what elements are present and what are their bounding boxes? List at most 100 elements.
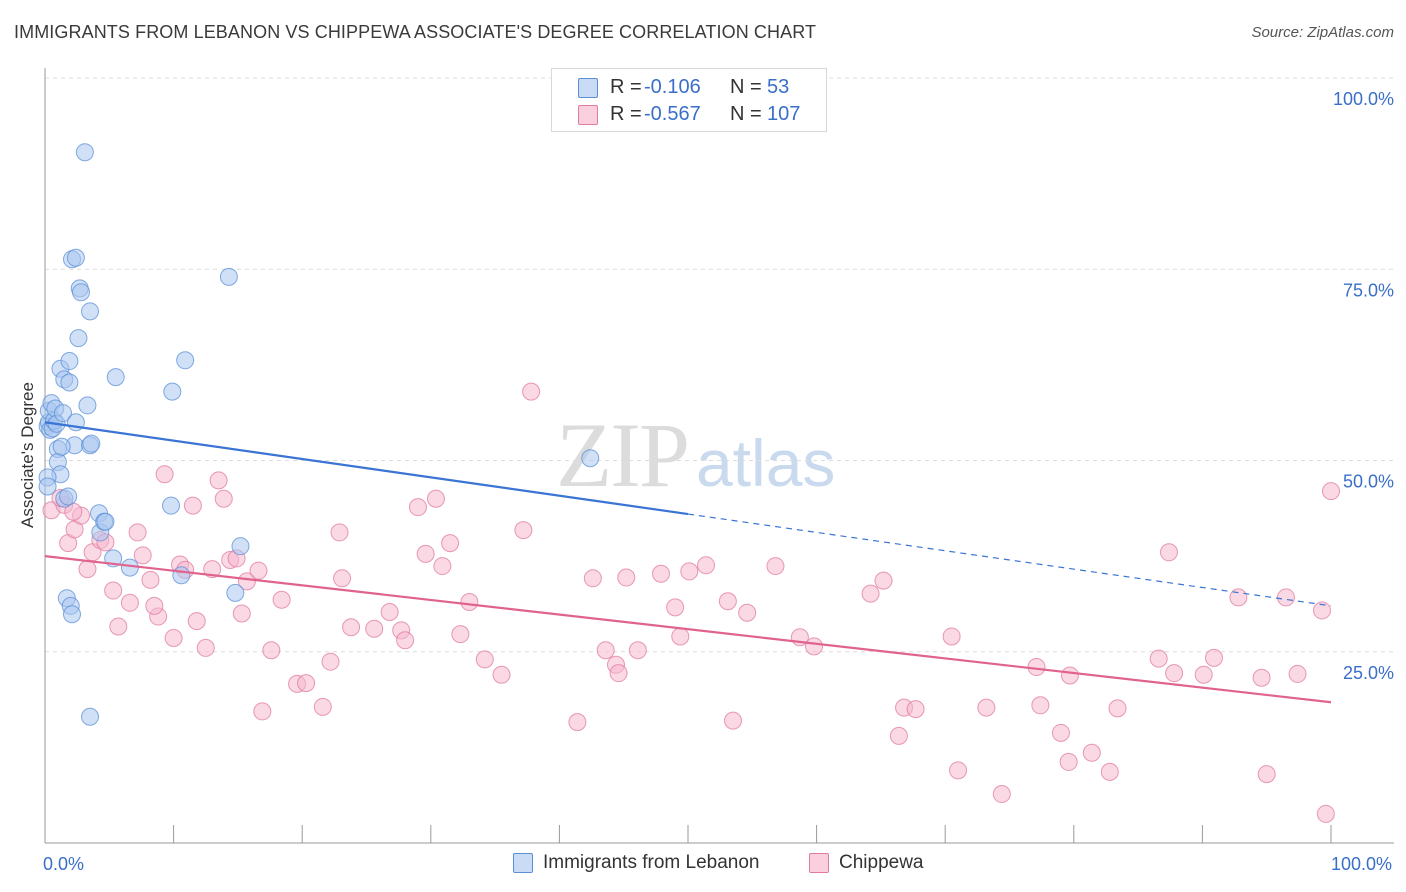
data-point [680, 562, 699, 581]
legend-row-lebanon: R = -0.106 N = 53 [552, 73, 826, 101]
data-point [433, 557, 452, 576]
data-point [133, 546, 152, 565]
watermark-zip: ZIP [556, 404, 690, 506]
data-point [81, 302, 100, 321]
data-point [441, 534, 460, 553]
data-point [992, 785, 1011, 804]
data-point [253, 702, 272, 721]
data-point [313, 697, 332, 716]
watermark: ZIP atlas [556, 402, 835, 508]
data-point [492, 665, 511, 684]
data-point [1082, 743, 1101, 762]
data-point [942, 627, 961, 646]
data-point [38, 477, 57, 496]
legend-r-value: -0.567 [644, 102, 701, 125]
legend-n-value: 53 [767, 75, 790, 98]
data-point [1194, 665, 1213, 684]
data-point [106, 368, 125, 387]
data-point [1288, 664, 1307, 683]
y-tick-label: 100.0% [1333, 89, 1394, 109]
data-point [226, 583, 245, 602]
data-point [203, 560, 222, 579]
data-point [214, 489, 233, 508]
data-point [380, 602, 399, 621]
data-point [1051, 723, 1070, 742]
data-point [1031, 696, 1050, 715]
legend-r-value: -0.106 [644, 75, 701, 98]
data-point [1322, 482, 1340, 501]
data-point [1059, 752, 1078, 771]
data-point [164, 628, 183, 647]
data-point [596, 641, 615, 660]
data-point [162, 496, 181, 515]
legend-n-label: N = [730, 102, 762, 125]
data-point [609, 664, 628, 683]
data-point [977, 698, 996, 717]
data-point [416, 544, 435, 563]
data-point [63, 605, 82, 624]
data-point [330, 523, 349, 542]
data-point [237, 572, 256, 591]
data-point [81, 707, 100, 726]
data-point [396, 631, 415, 650]
data-point [128, 523, 147, 542]
data-point [651, 564, 670, 583]
series-legend: Immigrants from Lebanon Chippewa [0, 852, 1406, 878]
data-point [96, 512, 115, 531]
data-point [155, 465, 174, 484]
data-point [333, 569, 352, 588]
data-point [60, 352, 79, 371]
data-point [163, 382, 182, 401]
y-tick-label: 25.0% [1343, 663, 1394, 683]
data-point [1165, 664, 1184, 683]
data-point [176, 351, 195, 370]
data-point [231, 537, 250, 556]
data-point [1100, 762, 1119, 781]
data-point [78, 396, 97, 415]
data-point [1060, 666, 1079, 685]
legend-swatch-chippewa [578, 105, 598, 125]
data-point [120, 593, 139, 612]
data-point [666, 598, 685, 617]
legend-swatch-lebanon [513, 853, 533, 873]
data-point [82, 434, 101, 453]
data-point [141, 570, 160, 589]
data-point [1316, 804, 1335, 823]
legend-item-chippewa[interactable]: Chippewa [809, 852, 924, 874]
data-point [1229, 588, 1248, 607]
data-point [66, 248, 85, 267]
legend-swatch-lebanon [578, 78, 598, 98]
legend-r-label: R = [610, 75, 642, 98]
legend-swatch-chippewa [809, 853, 829, 873]
legend-item-lebanon[interactable]: Immigrants from Lebanon [513, 852, 760, 874]
data-point [196, 638, 215, 657]
data-point [1257, 765, 1276, 784]
data-point [1204, 648, 1223, 667]
data-point [1149, 649, 1168, 668]
data-point [321, 652, 340, 671]
data-point [219, 267, 238, 286]
data-point [145, 596, 164, 615]
data-point [874, 571, 893, 590]
data-point [120, 558, 139, 577]
data-point [183, 496, 202, 515]
data-point [671, 627, 690, 646]
trend-line-extension [687, 513, 1332, 607]
data-point [628, 641, 647, 660]
data-point [581, 449, 600, 468]
trend-line [44, 421, 689, 516]
data-point [365, 619, 384, 638]
data-point [109, 617, 128, 636]
data-point [272, 590, 291, 609]
data-point [617, 568, 636, 587]
data-point [906, 700, 925, 719]
data-point [249, 561, 268, 580]
data-point [104, 581, 123, 600]
y-tick-label: 75.0% [1343, 280, 1394, 300]
data-point [342, 618, 361, 637]
watermark-atlas: atlas [696, 426, 836, 500]
legend-n-label: N = [730, 75, 762, 98]
data-point [232, 604, 251, 623]
data-point [514, 521, 533, 540]
